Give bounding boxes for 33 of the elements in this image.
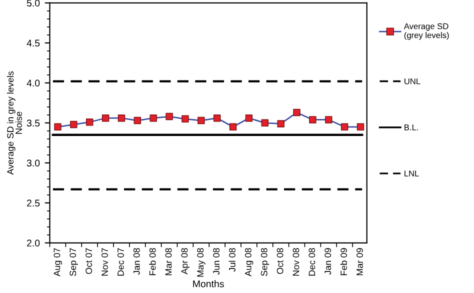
x-tick-label: Oct 07 <box>86 248 92 274</box>
x-tick-label: Aug 08 <box>244 248 254 276</box>
y-tick-label: 3.5 <box>26 120 40 127</box>
ref-line-label: B.L. <box>404 124 418 130</box>
x-tick-label: Jul 08 <box>228 248 236 272</box>
x-tick-label: Feb 09 <box>340 248 347 276</box>
y-tick-label: 4.0 <box>26 80 40 87</box>
x-axis-title: Months <box>193 280 224 288</box>
x-tick-label: Sep 08 <box>260 248 270 276</box>
x-tick-label: Mar 08 <box>165 248 172 276</box>
x-tick-label: Nov 07 <box>102 248 108 276</box>
x-tick-label: Mar 09 <box>356 248 363 276</box>
x-tick-label: Dec 08 <box>308 248 316 276</box>
legend-label: Average SD (grey levels) <box>404 23 449 40</box>
y-tick-label: 2.5 <box>27 200 40 207</box>
y-tick-label: 3.0 <box>26 160 40 167</box>
x-tick-label: Oct 08 <box>276 248 284 274</box>
x-tick-label: Sep 07 <box>70 248 78 276</box>
y-axis-title: Average SD in grey levels Noise <box>6 71 22 175</box>
x-tick-label: Jun 08 <box>213 248 220 275</box>
x-tick-label: May 08 <box>197 248 206 277</box>
legend-label: LNL <box>404 170 419 176</box>
x-tick-label: Apr 08 <box>181 248 190 274</box>
x-tick-label: Aug 07 <box>54 248 62 276</box>
x-tick-label: Dec 07 <box>118 248 124 276</box>
y-tick-label: 2.0 <box>27 240 40 247</box>
y-tick-label: 5.0 <box>26 0 40 7</box>
ref-line-label: UNL <box>404 78 420 84</box>
y-tick-label: 4.5 <box>26 40 40 47</box>
x-tick-label: Feb 08 <box>149 248 156 276</box>
x-tick-label: Nov 08 <box>292 248 300 276</box>
x-tick-label: Jan 08 <box>133 248 140 275</box>
x-tick-label: Jan 09 <box>324 248 332 275</box>
